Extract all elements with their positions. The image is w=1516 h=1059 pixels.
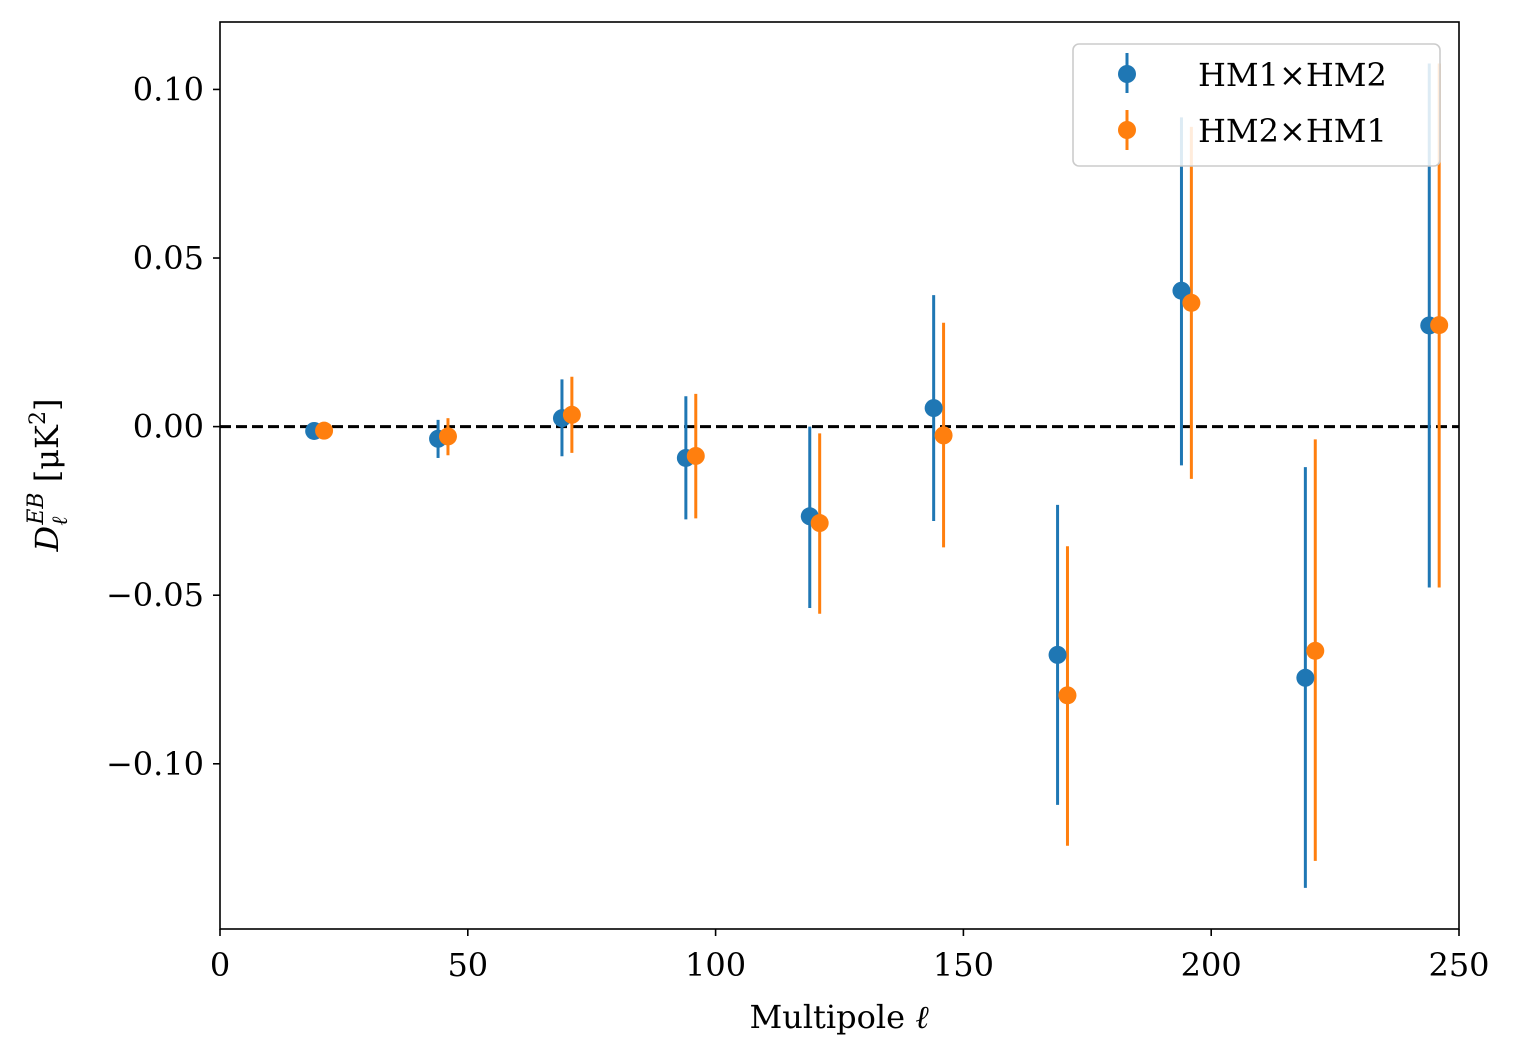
data-point-series-2: [315, 421, 334, 440]
y-axis-ticks: −0.10 −0.05 0.00 0.05 0.10: [106, 70, 220, 783]
y-axis-label-unit-sup: 2: [26, 411, 51, 425]
legend: HM1×HM2 HM2×HM1: [1072, 43, 1441, 167]
x-tick-label: 0: [210, 946, 230, 984]
data-point-series-2: [438, 427, 457, 446]
data-point-series-2: [1430, 316, 1449, 335]
marker-layer: [305, 281, 1449, 705]
x-tick-label: 150: [933, 946, 994, 984]
data-point-series-1: [1048, 645, 1067, 664]
y-axis-label-main: D: [28, 526, 66, 553]
plot-frame: [219, 21, 1460, 930]
data-point-series-2: [562, 405, 581, 424]
y-axis-label-unit-open: [μK: [28, 424, 66, 492]
data-point-series-2: [934, 426, 953, 445]
data-point-series-2: [1182, 293, 1201, 312]
x-tick-label: 250: [1428, 946, 1489, 984]
x-tick-label: 100: [685, 946, 746, 984]
legend-box: [1072, 43, 1441, 167]
data-point-series-2: [1306, 641, 1325, 660]
data-point-series-2: [810, 514, 829, 533]
x-axis-label: Multipole ℓ: [749, 998, 929, 1036]
data-point-series-1: [1172, 281, 1191, 300]
data-point-series-2: [686, 446, 705, 465]
x-axis-label-symbol: ℓ: [915, 998, 929, 1036]
y-axis-label-sub: ℓ: [48, 516, 73, 526]
legend-entry-hm2xhm1: HM2×HM1: [1118, 110, 1387, 150]
y-tick-label: 0.00: [133, 408, 204, 446]
y-axis-label-sup: EB: [24, 492, 49, 525]
data-point-series-2: [1058, 686, 1077, 705]
x-tick-label: 50: [447, 946, 488, 984]
data-point-series-1: [924, 399, 943, 418]
legend-label: HM2×HM1: [1198, 112, 1387, 150]
y-axis-label-unit-close: ]: [28, 399, 66, 411]
y-axis-label: DℓEB [μK2]: [24, 399, 73, 553]
y-tick-label: 0.10: [133, 70, 204, 108]
data-point-series-1: [1296, 668, 1315, 687]
x-axis-label-text: Multipole: [749, 998, 915, 1036]
legend-label: HM1×HM2: [1198, 56, 1387, 94]
legend-entry-hm1xhm2: HM1×HM2: [1118, 53, 1387, 94]
y-tick-label: 0.05: [133, 239, 204, 277]
x-axis-ticks: 0 50 100 150 200 250: [210, 929, 1490, 984]
x-tick-label: 200: [1181, 946, 1242, 984]
legend-marker-dot: [1118, 65, 1136, 83]
y-tick-label: −0.10: [106, 745, 204, 783]
legend-marker-dot: [1118, 121, 1136, 139]
y-tick-label: −0.05: [106, 576, 204, 614]
